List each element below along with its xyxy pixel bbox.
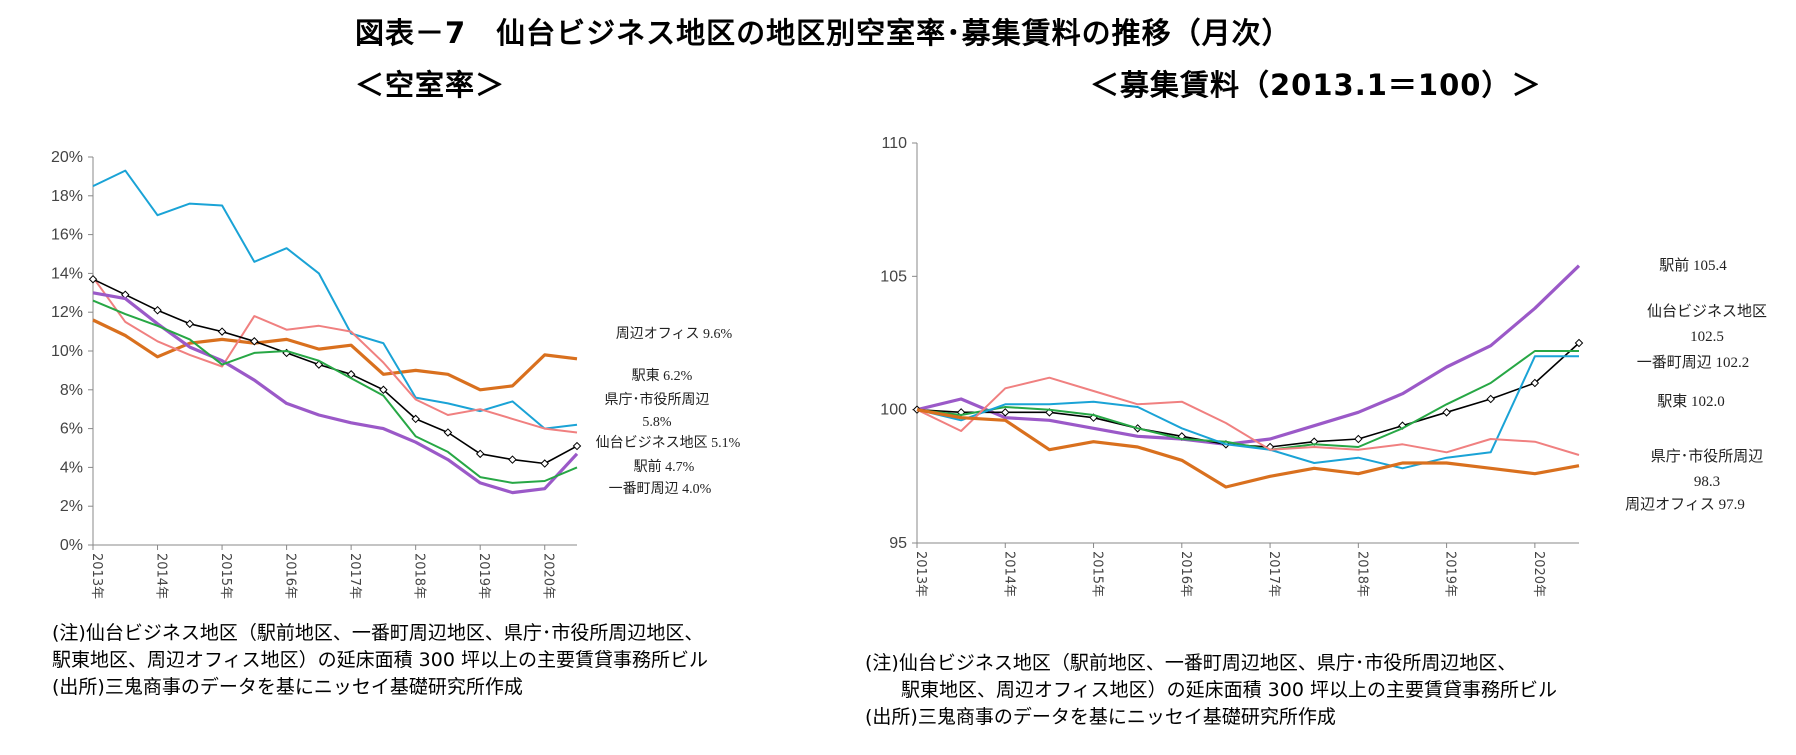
y-tick-label: 4% xyxy=(60,459,83,476)
series-line-shuhen xyxy=(92,318,578,392)
x-tick-label: 2014年 xyxy=(154,553,169,599)
data-label-ekimae: 駅前 105.4 xyxy=(1659,257,1727,274)
series-marker-sendai xyxy=(121,290,130,299)
data-label-sendai: 仙台ビジネス地区 5.1% xyxy=(596,435,741,451)
y-tick-label: 0% xyxy=(60,537,83,554)
series-marker-sendai xyxy=(88,274,98,284)
series-marker-sendai xyxy=(1530,378,1540,388)
series-line-ekihigashi xyxy=(916,355,1579,470)
series-marker-sendai xyxy=(314,360,324,369)
data-label-ekihigashi: 駅東 6.2% xyxy=(632,368,693,384)
data-label-ichibancho: 一番町周辺 102.2 xyxy=(1637,354,1750,371)
data-label-ekimae: 駅前 4.7% xyxy=(634,458,695,475)
x-tick-label: 2018年 xyxy=(1354,551,1369,597)
rent-chart-title: ＜募集賃料（2013.1＝100）＞ xyxy=(1090,68,1542,102)
data-label-sendai_2: 102.5 xyxy=(1690,329,1724,345)
y-tick-label: 20% xyxy=(51,149,83,166)
data-label-kencho_1: 県庁･市役所周辺 xyxy=(1651,448,1764,465)
series-line-ichibancho xyxy=(92,299,578,484)
y-tick-label: 95 xyxy=(889,535,907,552)
series-marker-sendai xyxy=(153,306,162,315)
series-marker-sendai xyxy=(1442,408,1451,417)
note-left-line-3: (出所)三鬼商事のデータを基にニッセイ基礎研究所作成 xyxy=(52,676,523,698)
y-tick-label: 6% xyxy=(60,421,83,438)
x-tick-label: 2017年 xyxy=(347,553,362,599)
series-marker-sendai xyxy=(185,319,195,329)
data-label-kencho_2: 5.8% xyxy=(642,415,672,430)
vacancy-chart-title: ＜空室率＞ xyxy=(355,68,506,102)
x-tick-label: 2015年 xyxy=(1090,551,1105,597)
series-marker-sendai xyxy=(475,449,485,459)
data-label-ekihigashi: 駅東 102.0 xyxy=(1657,393,1725,410)
series-line-kencho xyxy=(916,376,1580,456)
series-marker-sendai xyxy=(572,441,582,451)
x-tick-label: 2019年 xyxy=(1443,551,1458,597)
y-tick-label: 18% xyxy=(51,188,83,205)
data-label-kencho_1: 県庁･市役所周辺 xyxy=(605,391,710,408)
series-line-kencho xyxy=(92,276,578,434)
data-label-shuhen: 周辺オフィス 97.9 xyxy=(1625,496,1745,513)
series-marker-sendai xyxy=(1574,338,1584,348)
x-tick-label: 2015年 xyxy=(218,553,233,599)
note-right-line-2: 駅東地区、周辺オフィス地区）の延床面積 300 坪以上の主要賃貸事務所ビル xyxy=(901,679,1557,701)
y-tick-label: 8% xyxy=(60,382,83,399)
x-tick-label: 2018年 xyxy=(412,553,427,599)
series-marker-sendai xyxy=(508,455,517,464)
data-label-sendai_1: 仙台ビジネス地区 xyxy=(1647,303,1767,320)
series-marker-sendai xyxy=(540,459,549,468)
notes-right: (注)仙台ビジネス地区（駅前地区、一番町周辺地区、県庁･市役所周辺地区、 駅東地… xyxy=(865,650,1557,731)
series-marker-sendai xyxy=(379,385,388,395)
y-tick-label: 2% xyxy=(60,498,83,515)
series-marker-sendai xyxy=(411,414,420,424)
series-line-ichibancho xyxy=(916,350,1579,451)
series-line-ekimae xyxy=(916,264,1581,446)
x-tick-label: 2016年 xyxy=(1178,551,1193,597)
y-tick-label: 110 xyxy=(881,135,907,152)
series-marker-sendai xyxy=(217,327,227,336)
y-tick-label: 14% xyxy=(51,265,83,282)
series-line-ekimae xyxy=(92,291,579,495)
vacancy-rate-chart: 0% 2% 4% 6% 8% 10% 12% 14% 16% 18% 20% 2013年 2014年 20… xyxy=(51,149,741,599)
series-marker-sendai xyxy=(346,370,356,379)
series-line-shuhen xyxy=(916,408,1580,489)
series-marker-sendai xyxy=(250,337,259,346)
x-tick-label: 2016年 xyxy=(283,553,298,599)
x-tick-label: 2020年 xyxy=(1531,551,1546,597)
x-tick-label: 2014年 xyxy=(1001,551,1016,597)
x-tick-label: 2020年 xyxy=(541,553,556,599)
series-marker-sendai xyxy=(1486,394,1495,404)
y-tick-label: 105 xyxy=(880,268,907,285)
x-tick-label: 2017年 xyxy=(1266,551,1281,597)
series-line-sendai xyxy=(92,278,578,465)
series-marker-sendai xyxy=(1354,434,1363,444)
note-left-line-2: 駅東地区、周辺オフィス地区）の延床面積 300 坪以上の主要賃貸事務所ビル xyxy=(52,649,708,671)
y-tick-label: 12% xyxy=(51,304,83,321)
y-tick-label: 16% xyxy=(51,227,83,244)
y-tick-label: 100 xyxy=(880,402,907,419)
data-label-kencho_2: 98.3 xyxy=(1694,474,1720,490)
data-label-ichibancho: 一番町周辺 4.0% xyxy=(609,481,712,497)
series-line-ekihigashi xyxy=(92,169,578,430)
note-left-line-1: (注)仙台ビジネス地区（駅前地区、一番町周辺地区、県庁･市役所周辺地区、 xyxy=(52,622,704,644)
note-right-line-1: (注)仙台ビジネス地区（駅前地区、一番町周辺地区、県庁･市役所周辺地区、 xyxy=(865,652,1517,674)
note-right-line-3: (出所)三鬼商事のデータを基にニッセイ基礎研究所作成 xyxy=(865,706,1336,728)
series-marker-sendai xyxy=(443,428,453,437)
y-tick-label: 10% xyxy=(51,343,83,360)
series-marker-sendai xyxy=(1001,408,1010,417)
x-tick-label: 2013年 xyxy=(89,553,104,599)
notes-left: (注)仙台ビジネス地区（駅前地区、一番町周辺地区、県庁･市役所周辺地区、 駅東地… xyxy=(52,620,708,701)
figure-title: 図表－7 仙台ビジネス地区の地区別空室率･募集賃料の推移（月次） xyxy=(355,16,1292,50)
x-tick-label: 2013年 xyxy=(913,551,928,597)
data-label-shuhen: 周辺オフィス 9.6% xyxy=(616,326,733,342)
rent-index-chart: 95 100 105 110 2013年 2014年 2015年 2016年 2017年 2018… xyxy=(880,135,1767,597)
x-tick-label: 2019年 xyxy=(476,553,491,599)
series-line-sendai xyxy=(916,342,1580,448)
